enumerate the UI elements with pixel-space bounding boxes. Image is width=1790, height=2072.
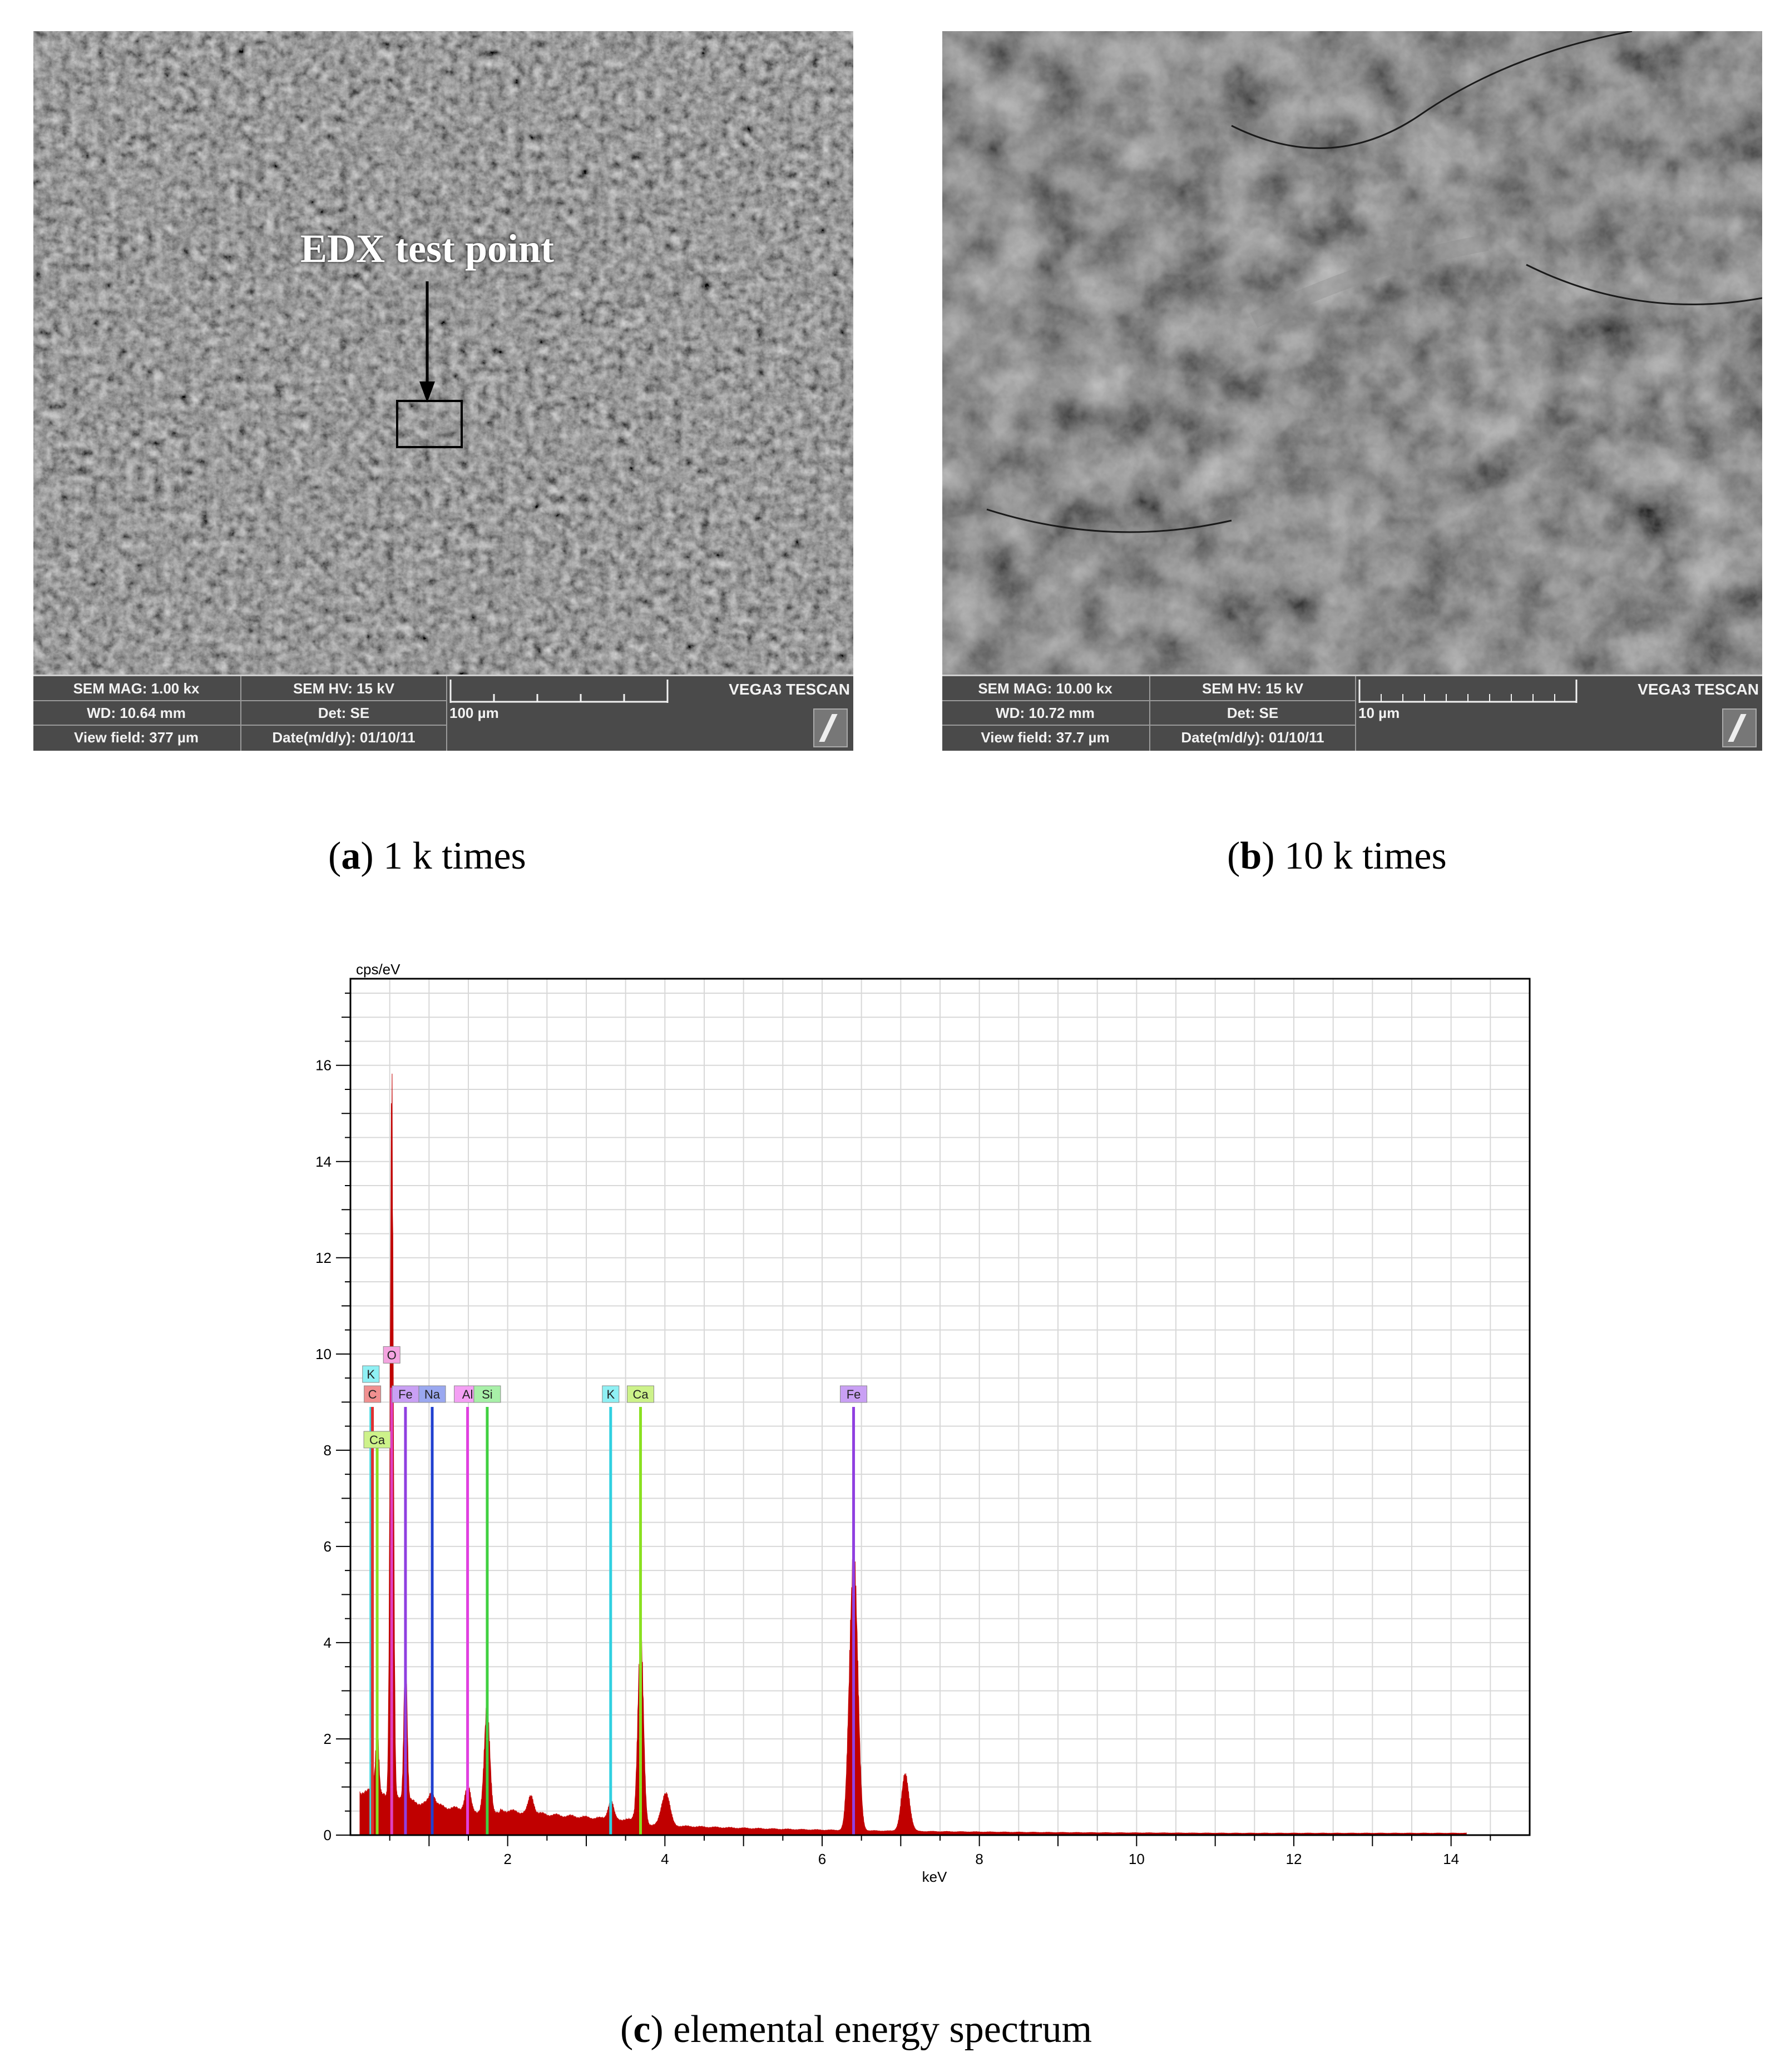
- element-marker-box: [383, 1346, 400, 1364]
- element-marker-label: Ca: [632, 1387, 649, 1401]
- sem-scale-label: 100 µm: [449, 705, 499, 721]
- sem-scale-bar: [1358, 680, 1578, 703]
- element-marker-label: O: [387, 1348, 397, 1362]
- sem-viewfield: View field: 377 µm: [73, 729, 199, 746]
- element-marker-label: C: [368, 1387, 377, 1401]
- sem-date: Date(m/d/y): 01/10/11: [1181, 729, 1324, 746]
- element-marker-box: [392, 1385, 419, 1403]
- y-tick-label: 16: [315, 1057, 332, 1074]
- sem-hv: SEM HV: 15 kV: [1201, 680, 1304, 697]
- tescan-logo: [813, 708, 848, 747]
- caption-b: (b) 10 k times: [1227, 835, 1447, 878]
- element-marker-label: K: [367, 1367, 375, 1381]
- element-marker-label: Si: [482, 1387, 493, 1401]
- element-marker-box: [840, 1385, 868, 1403]
- sem-databar: SEM MAG: 10.00 kx WD: 10.72 mm View fiel…: [942, 675, 1762, 751]
- element-marker-label: K: [606, 1387, 615, 1401]
- sem-databar: SEM MAG: 1.00 kx WD: 10.64 mm View field…: [33, 675, 853, 751]
- element-marker-box: [362, 1365, 380, 1383]
- y-tick-label: 0: [324, 1827, 332, 1843]
- sem-micrograph-1k: [33, 31, 853, 676]
- y-tick-label: 10: [315, 1346, 332, 1362]
- y-axis-label: cps/eV: [356, 961, 400, 978]
- caption-c: (c) elemental energy spectrum: [620, 2008, 1092, 2051]
- edx-test-region-box: [396, 400, 463, 448]
- edx-pointer-arrow: [396, 281, 463, 448]
- element-marker-label: Fe: [398, 1387, 413, 1401]
- edx-test-point-label: EDX test point: [300, 226, 555, 271]
- element-marker-label: Ca: [369, 1433, 385, 1447]
- element-marker-box: [602, 1385, 620, 1403]
- sem-mag: SEM MAG: 1.00 kx: [73, 680, 200, 697]
- y-tick-label: 8: [324, 1442, 332, 1459]
- x-tick-label: 2: [503, 1851, 511, 1867]
- y-tick-label: 12: [315, 1250, 332, 1266]
- sem-image-1k: EDX test point SEM MAG: 1.00 kx WD: 10.6…: [33, 31, 853, 751]
- sem-wd: WD: 10.72 mm: [996, 705, 1095, 721]
- sem-micrograph-10k: [942, 31, 1762, 676]
- sem-detector: Det: SE: [318, 705, 370, 721]
- sem-date: Date(m/d/y): 01/10/11: [272, 729, 416, 746]
- caption-b-text: 10 k times: [1284, 835, 1447, 878]
- caption-c-letter: c: [633, 2008, 651, 2051]
- x-axis-label: keV: [922, 1868, 947, 1885]
- sem-viewfield: View field: 37.7 µm: [981, 729, 1110, 746]
- spectrum-area: [359, 1073, 1467, 1836]
- element-marker-box: [364, 1385, 382, 1403]
- element-marker-label: Al: [462, 1387, 473, 1401]
- sem-wd: WD: 10.64 mm: [87, 705, 186, 721]
- sem-scale-label: 10 µm: [1358, 705, 1400, 721]
- sem-scale-bar: [449, 680, 669, 703]
- element-marker-label: Fe: [847, 1387, 861, 1401]
- y-tick-label: 6: [324, 1538, 332, 1555]
- sem-image-10k: SEM MAG: 10.00 kx WD: 10.72 mm View fiel…: [942, 31, 1762, 751]
- caption-a-text: 1 k times: [383, 835, 526, 878]
- sem-hv: SEM HV: 15 kV: [293, 680, 395, 697]
- x-tick-label: 4: [661, 1851, 669, 1867]
- x-tick-label: 10: [1129, 1851, 1145, 1867]
- sem-detector: Det: SE: [1227, 705, 1279, 721]
- element-marker-box: [473, 1385, 501, 1403]
- element-marker-box: [418, 1385, 446, 1403]
- element-marker-label: Na: [424, 1387, 441, 1401]
- tescan-logo: [1722, 708, 1757, 747]
- x-tick-label: 6: [818, 1851, 826, 1867]
- caption-a: (a) 1 k times: [328, 835, 526, 878]
- caption-b-letter: b: [1240, 835, 1262, 878]
- x-tick-label: 14: [1443, 1851, 1459, 1867]
- caption-a-letter: a: [341, 835, 361, 878]
- tescan-brand: VEGA3 TESCAN: [729, 681, 850, 698]
- y-tick-label: 2: [324, 1731, 332, 1747]
- x-tick-label: 12: [1286, 1851, 1302, 1867]
- caption-c-text: elemental energy spectrum: [673, 2008, 1092, 2051]
- element-marker-box: [627, 1385, 655, 1403]
- tescan-brand: VEGA3 TESCAN: [1638, 681, 1759, 698]
- x-tick-label: 8: [975, 1851, 983, 1867]
- y-tick-label: 14: [315, 1153, 332, 1170]
- element-marker-box: [363, 1431, 391, 1449]
- y-tick-label: 4: [324, 1634, 332, 1651]
- sem-mag: SEM MAG: 10.00 kx: [978, 680, 1112, 697]
